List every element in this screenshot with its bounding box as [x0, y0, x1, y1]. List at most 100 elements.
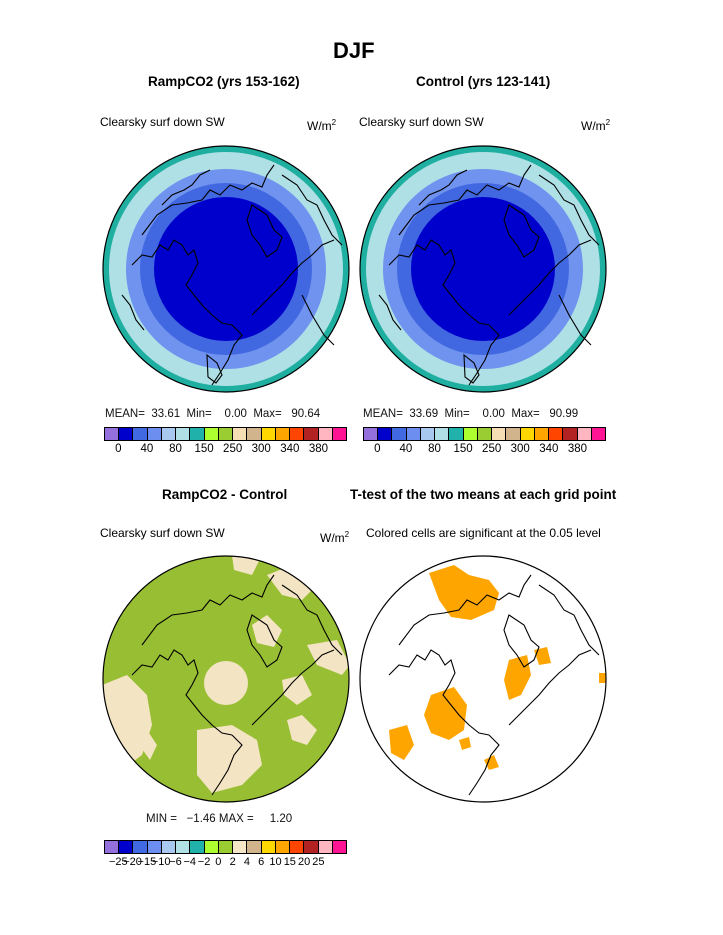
min-value: 0.00: [482, 408, 505, 420]
colorbar-tick-label: 10: [269, 856, 282, 868]
colorbar-control: [363, 427, 606, 441]
colorbar-tick-label: 0: [374, 443, 381, 455]
map-ttest: [359, 555, 607, 803]
colorbar-swatch: [520, 428, 535, 440]
colorbar-swatch: [591, 428, 605, 440]
colorbar-tick-label: 2: [229, 856, 236, 868]
colorbar-swatch: [147, 428, 162, 440]
colorbar-rampco2: [104, 427, 347, 441]
min-label: MIN =: [146, 813, 177, 825]
stats-difference: MIN = −1.46 MAX = 1.20: [146, 813, 292, 825]
stats-control: MEAN= 33.69 Min= 0.00 Max= 90.99: [363, 408, 578, 420]
panel-title-difference: RampCO2 - Control: [162, 487, 288, 502]
colorbar-swatch: [176, 428, 191, 440]
colorbar-tick-label: 4: [243, 856, 250, 868]
colorbar-swatch: [233, 841, 248, 853]
colorbar-tick-label: −6: [169, 856, 182, 868]
variable-label-rampco2: Clearsky surf down SW: [100, 115, 225, 129]
mean-label: MEAN=: [363, 408, 403, 420]
units-difference: W/m2: [320, 530, 349, 545]
colorbar-swatch: [332, 841, 346, 853]
positive-patch: [132, 730, 157, 760]
stats-rampco2: MEAN= 33.61 Min= 0.00 Max= 90.64: [105, 408, 320, 420]
ttest-subtitle: Colored cells are significant at the 0.0…: [366, 526, 601, 540]
colorbar-tick-label: 300: [251, 443, 271, 455]
significant-cells: [459, 737, 471, 750]
colorbar-swatch: [290, 428, 305, 440]
max-label: MAX =: [218, 813, 254, 825]
colorbar-swatch: [477, 428, 493, 440]
max-value: 1.20: [269, 813, 293, 825]
positive-patch: [197, 725, 262, 793]
panel-title-ttest: T-test of the two means at each grid poi…: [350, 487, 617, 502]
colorbar-tick-label: −25: [108, 856, 128, 868]
colorbar-tick-label: 250: [223, 443, 243, 455]
map-control: [359, 145, 607, 393]
colorbar-tick-label: 80: [428, 443, 441, 455]
mean-value: 33.61: [151, 408, 181, 420]
colorbar-swatch: [304, 428, 319, 440]
significant-cells: [424, 687, 467, 740]
mean-value: 33.69: [409, 408, 439, 420]
colorbar-swatch: [332, 428, 346, 440]
min-value: 0.00: [224, 408, 247, 420]
colorbar-tick-label: 300: [510, 443, 530, 455]
colorbar-swatch: [161, 841, 177, 853]
coastlines: [378, 164, 600, 386]
colorbar-tick-label: 6: [258, 856, 265, 868]
significant-cells: [534, 647, 551, 665]
significant-cells: [599, 673, 606, 683]
min-label: Min=: [444, 408, 470, 420]
significant-cells: [484, 755, 499, 770]
colorbar-swatch: [420, 428, 436, 440]
ring-0-10: [411, 197, 555, 341]
colorbar-swatch: [275, 841, 291, 853]
units-base: W/m: [581, 119, 606, 133]
colorbar-swatch: [105, 428, 120, 440]
colorbar-swatch: [318, 841, 333, 853]
colorbar-swatch: [147, 841, 162, 853]
colorbar-swatch: [534, 428, 550, 440]
colorbar-swatch: [406, 428, 421, 440]
colorbar-swatch: [261, 841, 276, 853]
positive-patch: [282, 675, 312, 705]
max-value: 90.99: [549, 408, 579, 420]
coastlines: [388, 574, 600, 796]
map-rampco2: [102, 145, 350, 393]
colorbar-tick-label: 25: [312, 856, 325, 868]
colorbar-tick-label: 40: [140, 443, 154, 455]
colorbar-tick-label: 340: [539, 443, 559, 455]
colorbar-swatch: [176, 841, 191, 853]
colorbar-tick-label: 150: [453, 443, 473, 455]
positive-patch: [232, 556, 262, 575]
colorbar-tick-label: 150: [194, 443, 214, 455]
map-difference: [102, 555, 350, 803]
positive-patch: [204, 661, 248, 705]
coastlines: [131, 574, 343, 796]
units-exponent: 2: [344, 530, 350, 539]
colorbar-tick-label: 0: [215, 856, 222, 868]
colorbar-tick-label: 15: [283, 856, 296, 868]
colorbar-tick-label: −4: [183, 856, 197, 868]
significant-cells: [389, 725, 414, 760]
colorbar-swatch: [119, 428, 134, 440]
units-exponent: 2: [331, 118, 337, 127]
positive-patch: [287, 715, 317, 745]
colorbar-tick-label: −2: [197, 856, 211, 868]
colorbar-swatch: [247, 428, 262, 440]
colorbar-tick-label: 20: [297, 856, 311, 868]
max-label: Max=: [253, 408, 282, 420]
colorbar-swatch: [577, 428, 592, 440]
positive-patch: [307, 640, 349, 675]
colorbar-swatch: [261, 428, 276, 440]
positive-patch: [252, 615, 282, 647]
colorbar-swatch: [563, 428, 578, 440]
units-base: W/m: [320, 531, 345, 545]
colorbar-tick-label: 250: [482, 443, 502, 455]
colorbar-swatch: [378, 428, 393, 440]
colorbar-tick-label: −15: [137, 856, 157, 868]
main-title: DJF: [333, 38, 375, 63]
colorbar-swatch: [304, 841, 319, 853]
colorbar-swatch: [161, 428, 177, 440]
colorbar-swatch: [364, 428, 379, 440]
